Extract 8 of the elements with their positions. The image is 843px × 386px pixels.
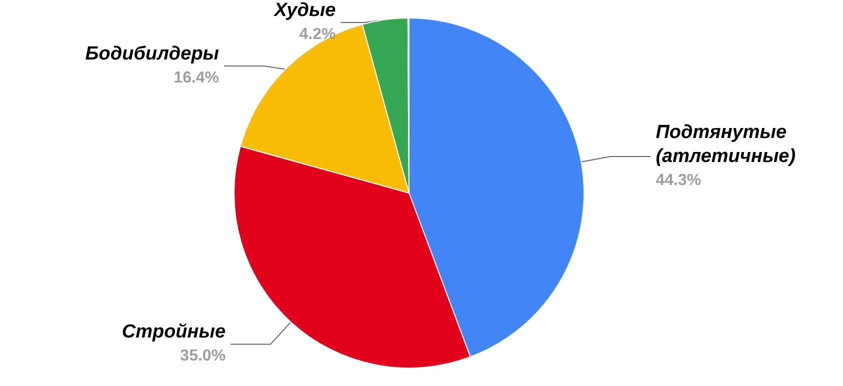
data-label: 44.3%: [656, 172, 702, 189]
slice-label: Бодибилдеры: [85, 44, 220, 64]
data-label: 16.4%: [174, 70, 220, 86]
slice-label: Стройные: [122, 322, 226, 343]
data-label: 4.2%: [299, 26, 336, 43]
data-label: 35.0%: [180, 348, 226, 365]
slice-label: Подтянутые (атлетичные): [656, 122, 796, 167]
slice-label: Худые: [273, 0, 336, 21]
